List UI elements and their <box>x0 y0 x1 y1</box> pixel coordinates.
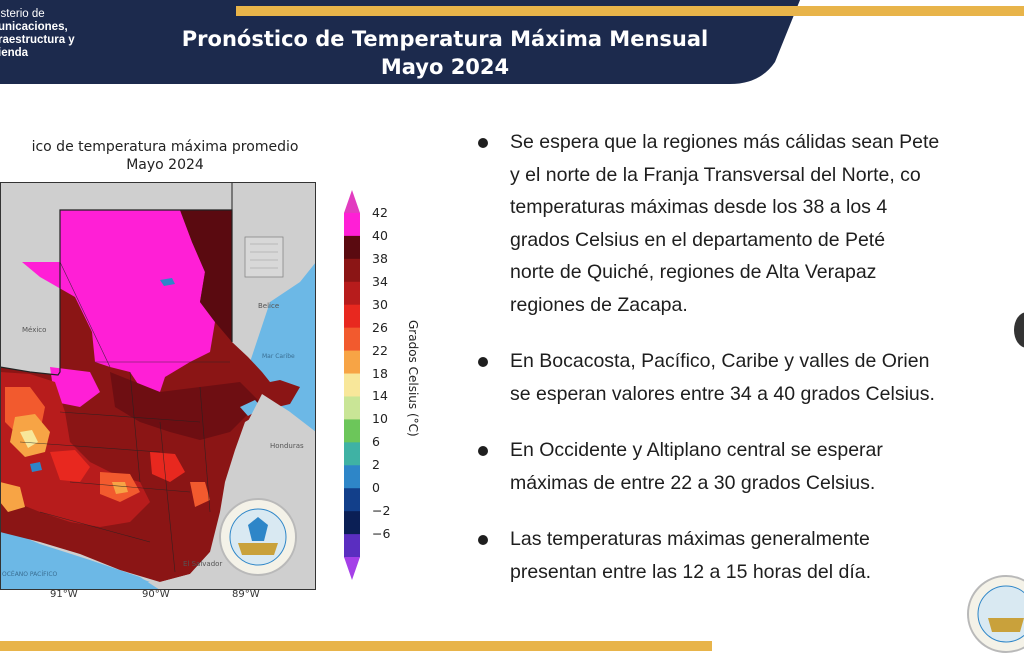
colorbar-tick-label: 42 <box>372 204 388 220</box>
insivumeh-seal <box>219 498 297 576</box>
colorbar-segment <box>344 442 360 466</box>
forecast-bullet-line: Las temperaturas máximas generalmente <box>510 528 870 550</box>
ministry-line-3: raestructura y <box>0 34 75 46</box>
forecast-bullet-line: presentan entre las 12 a 15 horas del dí… <box>510 560 871 583</box>
label-mexico: México <box>22 326 46 334</box>
forecast-bullet-line: En Occidente y Altiplano central se espe… <box>510 439 883 461</box>
colorbar-tick-label: −2 <box>372 503 391 519</box>
page-title-line-2: Mayo 2024 <box>380 55 510 79</box>
ministry-line-2: unicaciones, <box>0 21 68 33</box>
label-pacific: OCÉANO PACÍFICO <box>2 570 58 578</box>
ministry-logo-text: isterio de unicaciones, raestructura y i… <box>0 8 108 60</box>
forecast-bullet-line: y el norte de la Franja Transversal del … <box>510 163 921 186</box>
colorbar-tick-label: 14 <box>372 388 388 404</box>
label-honduras: Honduras <box>270 442 304 450</box>
ministry-line-1: isterio de <box>0 8 45 20</box>
lon-tick-89: 89°W <box>232 589 260 600</box>
footer-gold-bar <box>0 641 712 651</box>
colorbar-tick-label: 22 <box>372 342 388 358</box>
colorbar-segment <box>344 212 360 237</box>
lon-tick-90: 90°W <box>142 589 170 600</box>
colorbar-segment <box>344 534 360 558</box>
colorbar-segment <box>344 327 360 352</box>
colorbar-segment <box>344 190 360 213</box>
colorbar-segment <box>344 258 360 283</box>
colorbar-tick-label: 30 <box>372 296 388 312</box>
colorbar-tick-label: 40 <box>372 227 388 243</box>
colorbar-title: Grados Celsius (°C) <box>406 320 420 460</box>
forecast-bullet-line: se esperan valores entre 34 a 40 grados … <box>510 382 935 405</box>
map-title: ico de temperatura máxima promedio Mayo … <box>0 138 330 174</box>
peten-hot-zone <box>22 210 215 392</box>
north-east-zone <box>180 210 232 342</box>
colorbar-segment <box>344 396 360 420</box>
page-title: Pronóstico de Temperatura Máxima Mensual… <box>140 25 750 81</box>
forecast-bullet-line: máximas de entre 22 a 30 grados Celsius. <box>510 471 876 494</box>
colorbar-segment <box>344 235 360 260</box>
colorbar-tick-label: 2 <box>372 457 380 473</box>
header-navy-band <box>0 0 800 84</box>
colorbar-tick-label: 18 <box>372 365 388 381</box>
colorbar-tick-label: −6 <box>372 526 391 542</box>
forecast-bullet-line: grados Celsius en el departamento de Pet… <box>510 228 886 251</box>
colorbar-tick-label: 34 <box>372 273 388 289</box>
map-title-line-1: ico de temperatura máxima promedio <box>31 139 299 155</box>
forecast-bullet-line: Se espera que la regiones más cálidas se… <box>510 131 940 153</box>
lon-tick-91: 91°W <box>50 589 78 600</box>
header-banner: isterio de unicaciones, raestructura y i… <box>0 0 1024 84</box>
side-circle-icon <box>1014 312 1024 348</box>
header-shapes <box>0 0 1024 84</box>
colorbar-segment <box>344 557 360 580</box>
forecast-bullet: Se espera que la regiones más cálidas se… <box>470 126 1024 321</box>
colorbar-segment <box>344 511 360 535</box>
colorbar-segment <box>344 373 360 397</box>
colorbar <box>344 190 360 580</box>
insivumeh-seal-small <box>967 575 1024 653</box>
forecast-bullet: Las temperaturas máximas generalmente pre… <box>470 523 1024 588</box>
colorbar-tick-label: 26 <box>372 319 388 335</box>
temperature-map: México Belice Mar Caribe Honduras El Sal… <box>0 182 320 595</box>
colorbar-title-text: Grados Celsius (°C) <box>406 320 420 437</box>
colorbar-segment <box>344 465 360 489</box>
forecast-bullet: En Occidente y Altiplano central se espe… <box>470 434 1024 499</box>
temperature-map-svg: México Belice Mar Caribe Honduras El Sal… <box>0 182 316 590</box>
forecast-bullet-line: temperaturas máximas desde los 38 a los … <box>510 196 888 218</box>
colorbar-segment <box>344 419 360 443</box>
colorbar-segment <box>344 281 360 306</box>
colorbar-tick-label: 6 <box>372 434 380 450</box>
colorbar-segment <box>344 350 360 375</box>
ministry-line-4: ienda <box>0 47 29 59</box>
label-belize: Belice <box>258 302 279 310</box>
forecast-bullet-line: norte de Quiché, regiones de Alta Verapa… <box>510 261 877 283</box>
forecast-bullet: En Bocacosta, Pacífico, Caribe y valles … <box>470 345 1024 410</box>
map-title-line-2: Mayo 2024 <box>126 157 204 173</box>
label-caribbean: Mar Caribe <box>262 353 295 360</box>
colorbar-segment <box>344 304 360 329</box>
colorbar-tick-label: 0 <box>372 480 380 496</box>
header-gold-stripe <box>236 6 1024 16</box>
forecast-bullet-line: En Bocacosta, Pacífico, Caribe y valles … <box>510 350 930 372</box>
colorbar-tick-label: 10 <box>372 411 388 427</box>
colorbar-segment <box>344 488 360 512</box>
colorbar-tick-label: 38 <box>372 250 388 266</box>
caribbean-sea <box>250 262 316 442</box>
forecast-bullet-line: regiones de Zacapa. <box>510 293 688 316</box>
forecast-bullets: Se espera que la regiones más cálidas se… <box>470 126 1024 612</box>
label-el-salvador: El Salvador <box>183 560 222 568</box>
pacific-ocean-band <box>0 527 160 590</box>
page-title-line-1: Pronóstico de Temperatura Máxima Mensual <box>181 27 709 51</box>
